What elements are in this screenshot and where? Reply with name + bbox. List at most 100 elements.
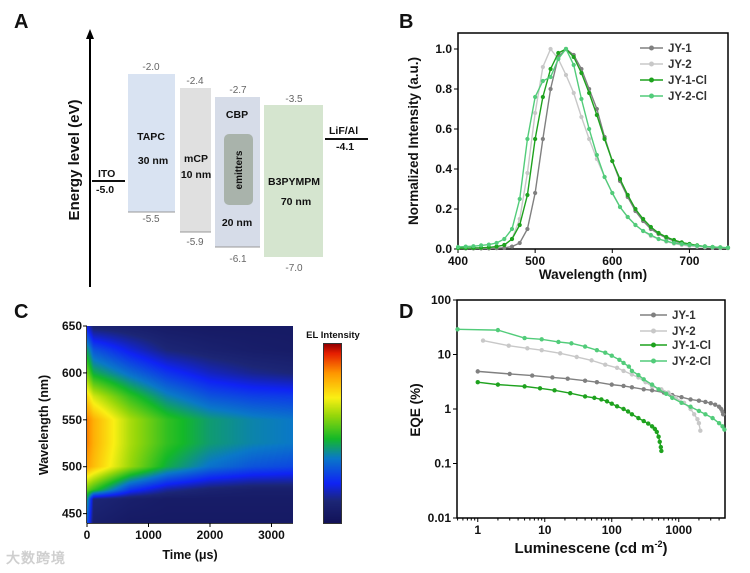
data-point: [725, 245, 731, 250]
y-tick-label: 0.1: [434, 457, 451, 471]
legend-label: JY-1-Cl: [668, 75, 707, 87]
x-tick-label: 3000: [258, 528, 285, 542]
data-point: [659, 448, 664, 454]
y-tick-label: 0.0: [435, 242, 452, 256]
data-point: [540, 64, 545, 70]
data-point: [688, 404, 693, 409]
data-point: [602, 136, 607, 142]
data-point: [579, 96, 584, 102]
data-point: [657, 439, 662, 445]
data-point: [636, 372, 641, 378]
tapc-homo: -5.5: [142, 214, 160, 225]
data-point: [656, 236, 661, 242]
data-point: [664, 391, 669, 397]
data-point: [540, 136, 545, 142]
data-point: [480, 338, 486, 343]
legend-marker: [649, 93, 654, 99]
legend-marker: [651, 358, 656, 364]
data-point: [636, 415, 641, 421]
data-point: [589, 358, 594, 363]
x-axis-label: Luminescene (cd m-2): [514, 539, 667, 557]
y-tick-label: 0.4: [435, 162, 452, 176]
legend-marker: [649, 45, 654, 51]
b3pympm-homo: -7.0: [285, 263, 303, 274]
x-tick-label: 10: [538, 523, 552, 537]
data-point: [641, 418, 646, 424]
data-point: [548, 74, 553, 80]
data-point: [556, 339, 561, 345]
data-point: [649, 382, 655, 387]
data-point: [609, 382, 614, 387]
y-axis-label: Wavelength (nm): [37, 375, 51, 475]
data-point: [548, 66, 553, 72]
data-point: [599, 397, 604, 402]
x-tick-label: 700: [679, 254, 699, 268]
x-tick-label: 1000: [665, 523, 692, 537]
data-point: [609, 353, 614, 358]
data-point: [502, 242, 507, 248]
data-point: [525, 192, 530, 198]
data-point: [594, 152, 599, 158]
legend-label: JY-2: [672, 326, 696, 338]
tapc-name: TAPC: [137, 131, 165, 143]
tapc-thickness: 30 nm: [138, 155, 168, 167]
data-point: [582, 394, 588, 399]
data-point: [571, 54, 576, 60]
data-point: [455, 327, 460, 332]
emitters-label: emitters: [234, 150, 245, 189]
cathode-label: LiF/Al: [329, 125, 358, 137]
legend-marker: [649, 61, 654, 67]
data-point: [533, 110, 538, 116]
data-point: [617, 357, 622, 362]
y-tick-label: 0.8: [435, 82, 452, 96]
y-tick-label: 1: [444, 402, 451, 416]
data-point: [658, 444, 664, 450]
heatmap-image: [87, 326, 293, 523]
data-point: [533, 190, 538, 196]
cbp-lumo: -2.7: [229, 85, 247, 96]
data-point: [550, 375, 555, 380]
data-point: [517, 196, 522, 202]
data-point: [507, 371, 512, 377]
data-point: [548, 46, 553, 52]
series-line: [477, 370, 724, 415]
data-point: [629, 385, 635, 390]
data-point: [455, 244, 461, 250]
data-point: [621, 368, 626, 374]
data-point: [646, 421, 651, 426]
data-point: [594, 380, 600, 385]
data-point: [540, 94, 545, 100]
series-jy-1-cl: [475, 380, 664, 454]
data-point: [695, 243, 700, 248]
y-tick-label: 600: [62, 366, 82, 380]
y-tick-label: 0.2: [435, 202, 452, 216]
data-point: [654, 429, 659, 435]
series-jy-1: [475, 369, 726, 417]
x-tick-label: 1000: [135, 528, 162, 542]
data-point: [614, 365, 620, 371]
panel-label-d: D: [399, 301, 413, 323]
mcp-homo: -5.9: [186, 237, 204, 248]
data-point: [565, 376, 570, 381]
data-point: [641, 387, 646, 392]
data-point: [582, 344, 588, 349]
data-point: [587, 90, 592, 96]
data-point: [641, 377, 646, 382]
x-tick-label: 0: [84, 528, 91, 542]
x-axis-label-superscript: -2: [655, 539, 663, 549]
layer-b3pympm: [264, 105, 323, 257]
data-point: [641, 228, 646, 234]
data-point: [602, 174, 607, 180]
data-point: [626, 364, 632, 369]
legend-marker: [651, 328, 656, 334]
data-point: [509, 236, 515, 242]
x-tick-label: 400: [448, 254, 468, 268]
data-point: [475, 369, 480, 374]
data-point: [656, 434, 661, 439]
y-tick-label: 0.01: [428, 511, 452, 525]
data-point: [679, 400, 684, 405]
data-point: [587, 136, 592, 142]
y-tick-label: 550: [62, 413, 82, 427]
y-tick-label: 650: [62, 319, 82, 333]
